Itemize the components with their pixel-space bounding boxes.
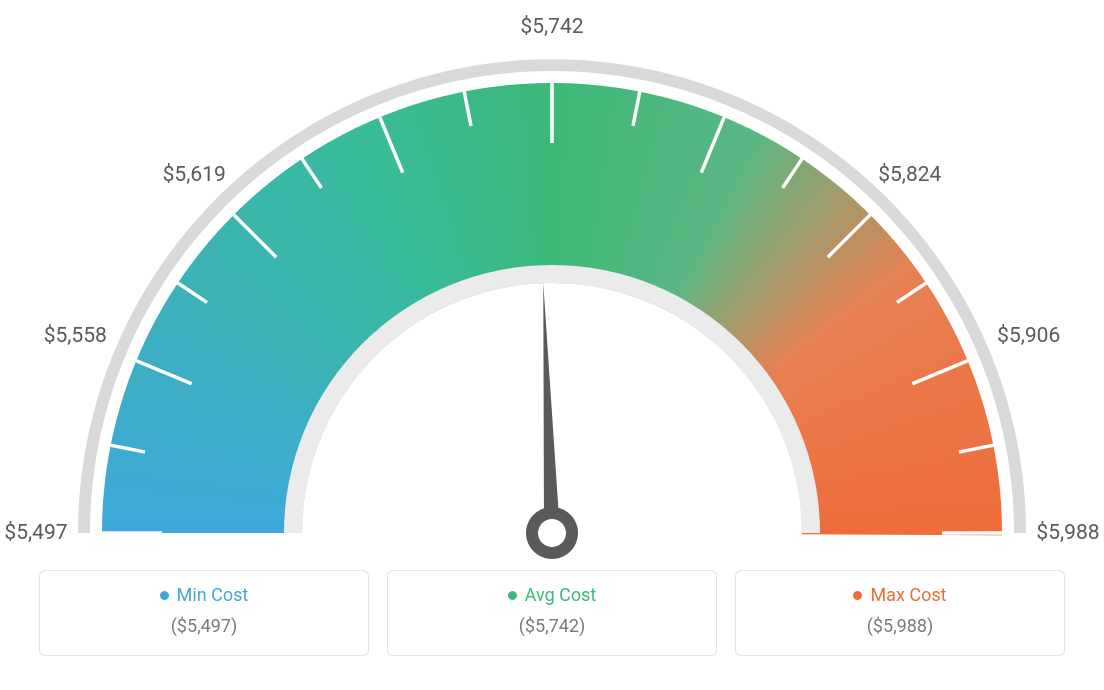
tick-label: $5,497 <box>4 521 67 545</box>
tick-label: $5,988 <box>1036 521 1099 545</box>
legend-dot-avg <box>508 591 517 600</box>
legend-label-min: Min Cost <box>177 585 249 606</box>
tick-label: $5,906 <box>997 324 1060 348</box>
tick-label: $5,742 <box>520 15 583 39</box>
tick-label: $5,558 <box>44 324 107 348</box>
legend-label-max: Max Cost <box>870 585 946 606</box>
legend-value-min: ($5,497) <box>40 616 368 637</box>
gauge-svg <box>0 0 1104 560</box>
legend-value-avg: ($5,742) <box>388 616 716 637</box>
legend-dot-max <box>853 591 862 600</box>
tick-label: $5,824 <box>878 163 941 187</box>
legend-title-min: Min Cost <box>160 585 249 606</box>
legend-dot-min <box>160 591 169 600</box>
needle-hub-hole <box>538 519 566 547</box>
legend-card-max: Max Cost ($5,988) <box>735 570 1065 656</box>
legend-title-avg: Avg Cost <box>508 585 597 606</box>
legend-row: Min Cost ($5,497) Avg Cost ($5,742) Max … <box>0 570 1104 656</box>
legend-value-max: ($5,988) <box>736 616 1064 637</box>
needle <box>543 283 560 533</box>
tick-label: $5,619 <box>163 163 226 187</box>
gauge-chart: $5,497 $5,558 $5,619 $5,742 $5,824 $5,906 $5,9… <box>0 0 1104 560</box>
legend-title-max: Max Cost <box>853 585 946 606</box>
legend-card-avg: Avg Cost ($5,742) <box>387 570 717 656</box>
legend-label-avg: Avg Cost <box>525 585 597 606</box>
legend-card-min: Min Cost ($5,497) <box>39 570 369 656</box>
